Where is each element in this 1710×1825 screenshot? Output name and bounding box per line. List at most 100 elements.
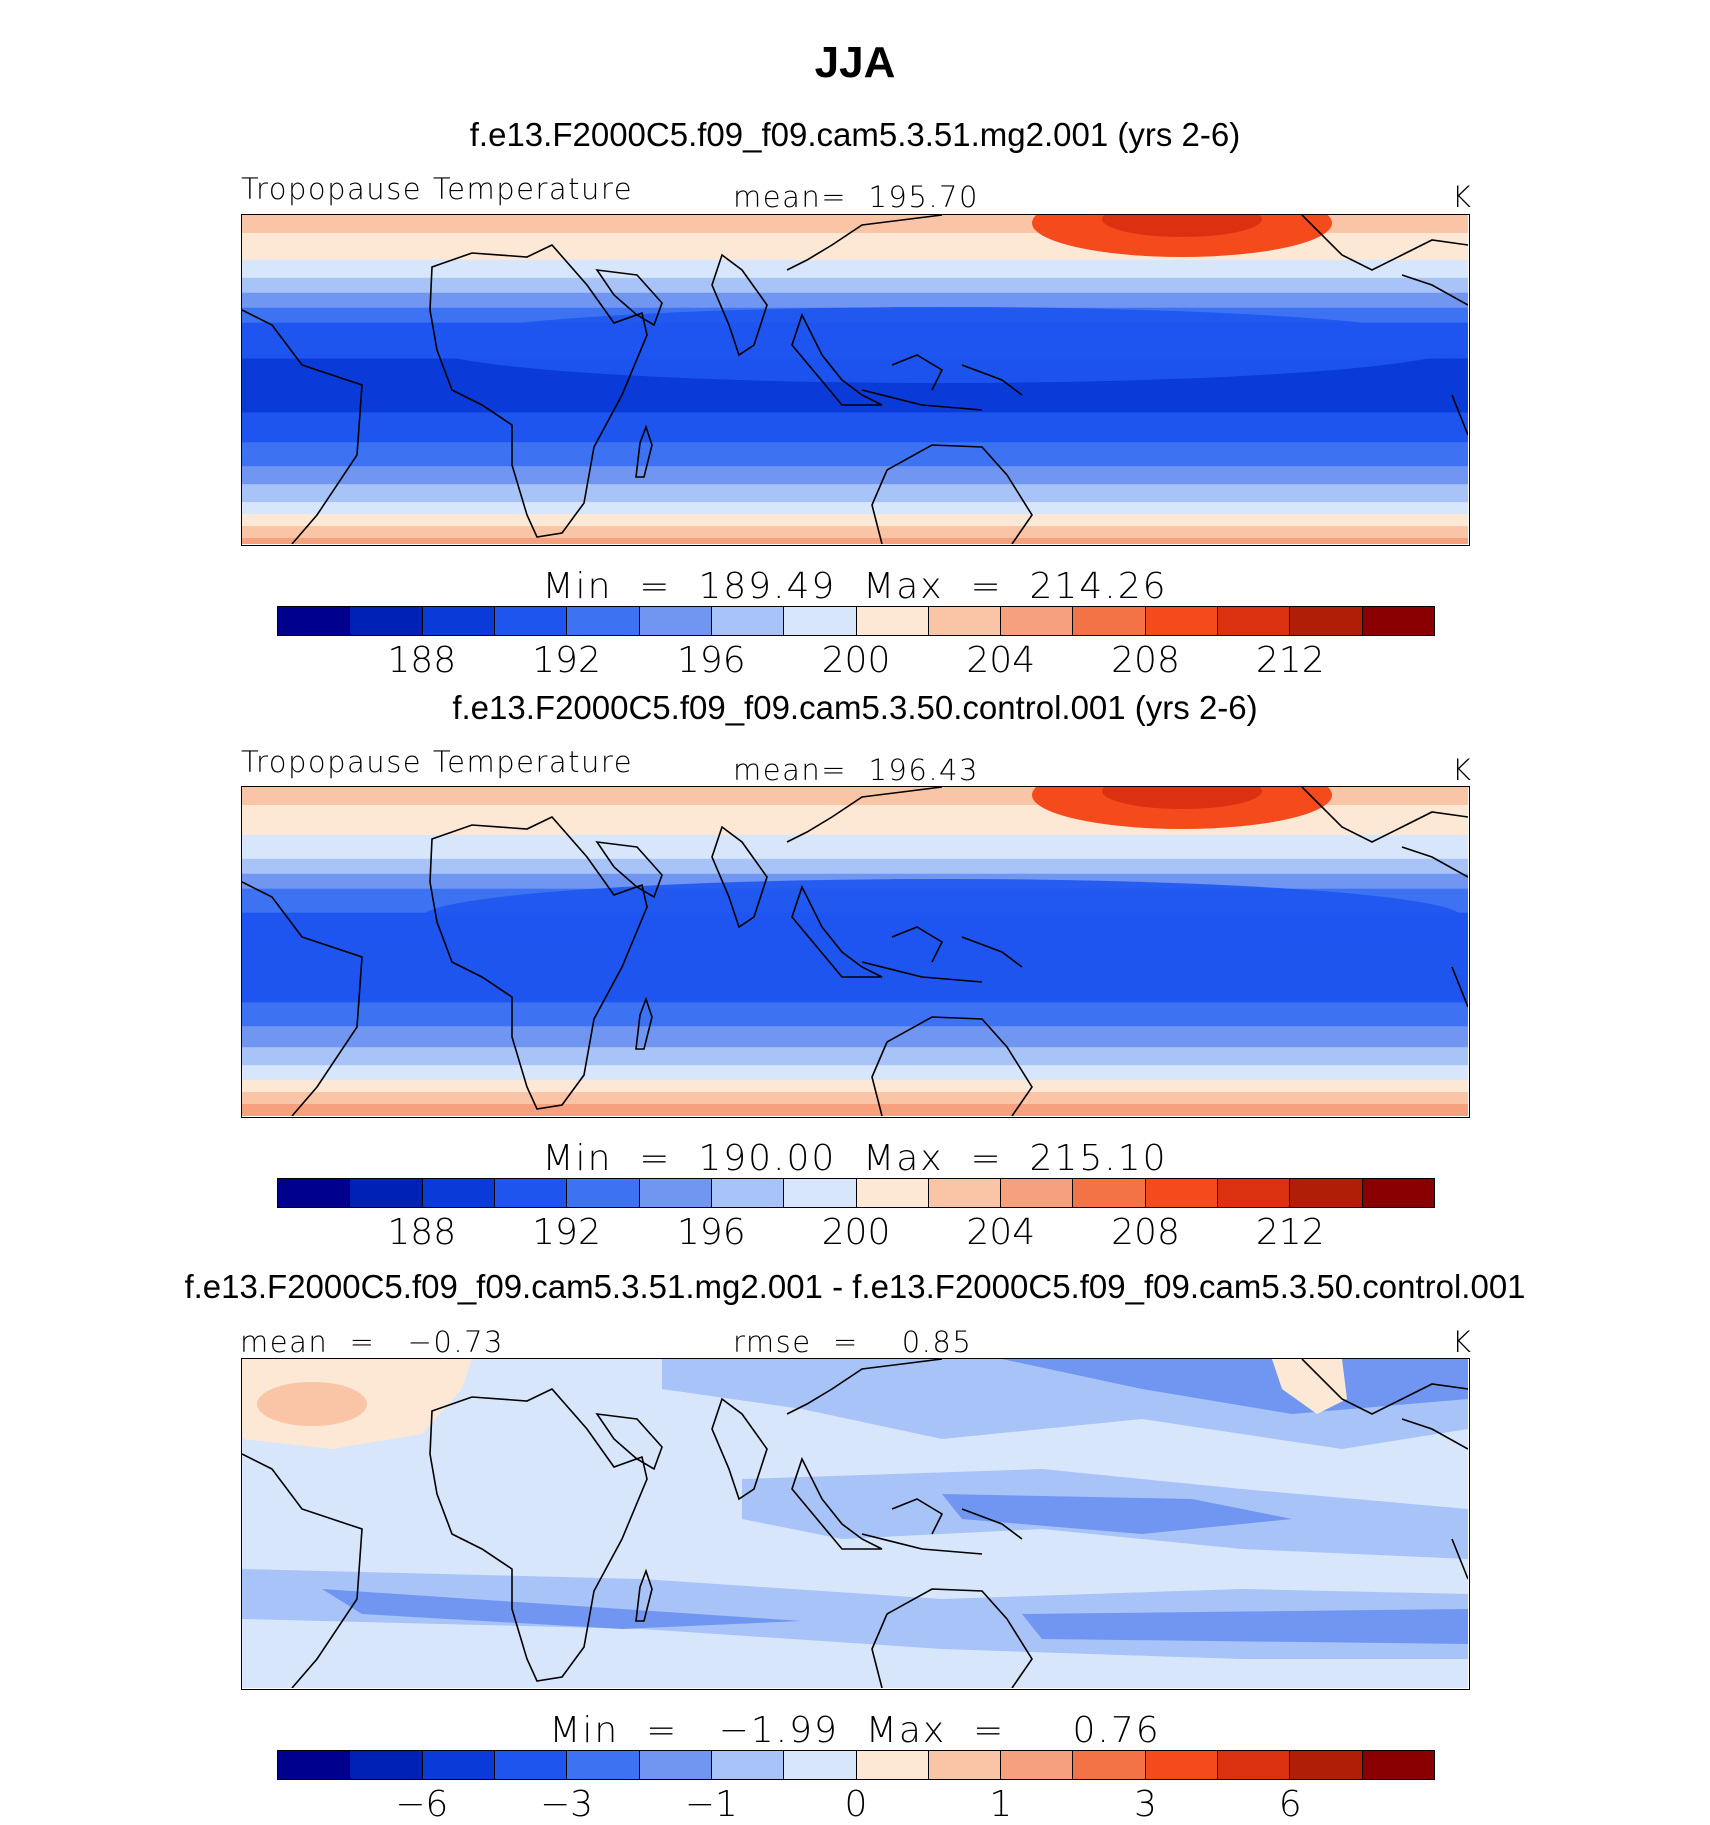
contour-band bbox=[242, 846, 1468, 851]
colorbar-tick-label: 196 bbox=[676, 640, 746, 681]
contour-band bbox=[242, 514, 1468, 518]
diff-region-minus3-tropics bbox=[942, 1494, 1292, 1534]
colorbar-swatch bbox=[1145, 1179, 1219, 1207]
contour-band bbox=[242, 795, 1468, 800]
warm-pacific-core bbox=[1102, 787, 1262, 809]
panel2-case-title: f.e13.F2000C5.f09_f09.cam5.3.50.control.… bbox=[452, 689, 1258, 726]
contour-band bbox=[242, 1077, 1468, 1081]
australia-coastline bbox=[871, 1016, 1033, 1116]
colorbar-tick-label: 204 bbox=[966, 640, 1036, 681]
contour-band bbox=[242, 813, 1468, 818]
colorbar-swatch bbox=[422, 607, 495, 635]
colorbar-swatch bbox=[856, 1751, 929, 1779]
colorbar-swatch bbox=[928, 607, 1002, 635]
colorbar-swatch bbox=[1001, 1179, 1074, 1207]
panel1-map bbox=[241, 214, 1470, 546]
maritime-islands bbox=[861, 1498, 1023, 1555]
panel2-units-label: K bbox=[1452, 753, 1473, 787]
panel3-rmse-label: rmse = 0.85 bbox=[733, 1325, 973, 1359]
colorbar-swatch bbox=[639, 1751, 712, 1779]
panel3-case-title: f.e13.F2000C5.f09_f09.cam5.3.51.mg2.001 … bbox=[184, 1268, 1526, 1305]
panel3-coastlines bbox=[242, 1359, 1468, 1688]
main-title: JJA bbox=[814, 38, 896, 87]
panel2-coastlines bbox=[242, 787, 1468, 1116]
colorbar-swatch bbox=[1145, 607, 1219, 635]
contour-band bbox=[242, 217, 1468, 222]
contour-band bbox=[242, 436, 1468, 440]
contour-band bbox=[242, 289, 1468, 294]
contour-band bbox=[242, 972, 1468, 977]
contour-band bbox=[242, 478, 1468, 482]
contour-band bbox=[242, 1071, 1468, 1075]
panel2-map-field bbox=[242, 787, 1468, 1116]
contour-band bbox=[242, 292, 1468, 297]
contour-band bbox=[242, 244, 1468, 249]
contour-band bbox=[242, 274, 1468, 279]
contour-band bbox=[242, 298, 1468, 303]
panel2-min-max: Min = 190.00 Max = 215.10 bbox=[542, 1138, 1168, 1179]
contour-band bbox=[242, 1074, 1468, 1078]
colorbar-tick-label: 212 bbox=[1255, 1212, 1325, 1253]
contour-band bbox=[242, 223, 1468, 228]
india-coastline bbox=[711, 825, 768, 929]
colorbar-swatch bbox=[567, 607, 640, 635]
contour-band bbox=[242, 1053, 1468, 1057]
contour-band bbox=[242, 999, 1468, 1003]
contour-band bbox=[242, 834, 1468, 839]
colorbar-swatch bbox=[1218, 607, 1291, 635]
panel3-mean-label: mean = −0.73 bbox=[240, 1325, 505, 1359]
colorbar-swatch bbox=[1073, 1179, 1146, 1207]
contour-band bbox=[242, 535, 1468, 539]
contour-band bbox=[242, 463, 1468, 467]
asia-coastline bbox=[786, 215, 943, 271]
colorbar-swatch bbox=[639, 1179, 712, 1207]
cold-equatorial-core bbox=[422, 307, 1462, 383]
panel3-map-field bbox=[242, 1359, 1468, 1688]
contour-band bbox=[242, 864, 1468, 869]
colorbar-swatch bbox=[1290, 1179, 1363, 1207]
contour-band bbox=[242, 852, 1468, 857]
colorbar-swatch bbox=[350, 1179, 423, 1207]
panel3-colorbar bbox=[277, 1750, 1435, 1780]
contour-band bbox=[242, 837, 1468, 842]
south-america-coastline bbox=[242, 881, 363, 1116]
australia-coastline bbox=[871, 444, 1033, 544]
colorbar-swatch bbox=[1073, 1751, 1146, 1779]
arabia-coastline bbox=[595, 1412, 663, 1471]
maritime-islands bbox=[861, 926, 1023, 983]
south-america-coastline bbox=[242, 1453, 363, 1688]
contour-band bbox=[242, 1044, 1468, 1048]
colorbar-tick-label: −6 bbox=[395, 1784, 449, 1825]
contour-band bbox=[242, 855, 1468, 860]
contour-band bbox=[242, 828, 1468, 833]
contour-band bbox=[242, 1080, 1468, 1084]
contour-band bbox=[242, 253, 1468, 258]
maritime-islands bbox=[861, 354, 1023, 411]
contour-band bbox=[242, 433, 1468, 437]
contour-band bbox=[242, 1026, 1468, 1030]
contour-band bbox=[242, 1086, 1468, 1090]
contour-band bbox=[242, 415, 1468, 419]
contour-band bbox=[242, 304, 1468, 309]
contour-band bbox=[242, 1113, 1468, 1116]
contour-band bbox=[242, 256, 1468, 261]
colorbar-tick-label: 208 bbox=[1111, 1212, 1180, 1253]
contour-band bbox=[242, 382, 1468, 387]
colorbar-tick-label: 212 bbox=[1255, 640, 1325, 681]
contour-band bbox=[242, 1050, 1468, 1054]
contour-band bbox=[242, 1062, 1468, 1066]
contour-band bbox=[242, 801, 1468, 806]
contour-band bbox=[242, 406, 1468, 411]
asia-coastline bbox=[786, 787, 943, 843]
panel1-units-label: K bbox=[1452, 180, 1473, 214]
panel1-map-field bbox=[242, 215, 1468, 544]
contour-band bbox=[242, 990, 1468, 994]
colorbar-swatch bbox=[278, 1751, 351, 1779]
contour-band bbox=[242, 987, 1468, 991]
colorbar-tick-label: 200 bbox=[821, 1212, 891, 1253]
contour-band bbox=[242, 804, 1468, 809]
colorbar-swatch bbox=[711, 607, 785, 635]
contour-band bbox=[242, 295, 1468, 300]
contour-band bbox=[242, 220, 1468, 225]
contour-band bbox=[242, 876, 1468, 881]
